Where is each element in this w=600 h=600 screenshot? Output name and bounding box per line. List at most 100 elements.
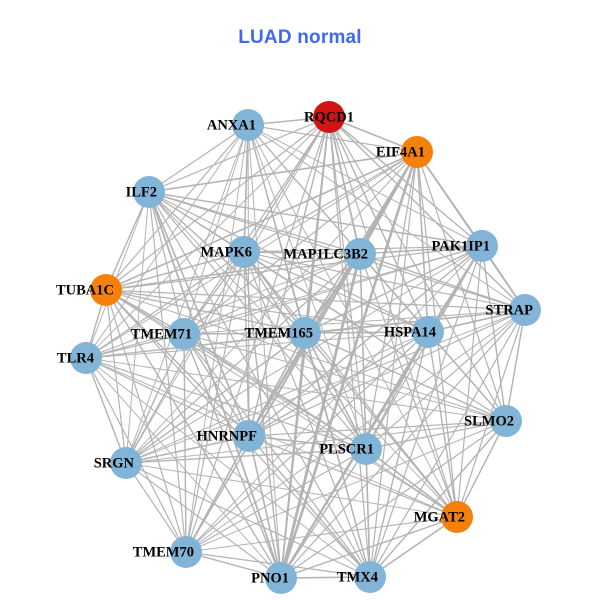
graph-edge	[243, 251, 361, 255]
graph-node-map1lc3b2[interactable]	[344, 238, 376, 270]
graph-edge	[243, 251, 371, 578]
graph-edge	[365, 309, 526, 450]
graph-edge	[105, 251, 245, 291]
graph-node-tmem165[interactable]	[289, 317, 321, 349]
graph-edge	[125, 420, 507, 464]
graph-edge	[125, 191, 150, 464]
graph-node-srgn[interactable]	[110, 447, 142, 479]
graph-edge	[85, 253, 361, 359]
graph-edge	[148, 124, 249, 193]
graph-edge	[125, 435, 250, 464]
graph-node-strap[interactable]	[509, 294, 541, 326]
graph-edge	[243, 251, 526, 311]
graph-edge	[148, 116, 330, 193]
graph-edge	[328, 116, 507, 422]
graph-edge	[280, 448, 367, 579]
graph-edge	[148, 191, 185, 335]
graph-node-tlr4[interactable]	[70, 342, 102, 374]
graph-edge	[105, 289, 526, 311]
graph-node-label-tmem70: TMEM70	[133, 544, 194, 560]
graph-edge	[125, 251, 245, 464]
graph-edge	[85, 357, 507, 422]
graph-edge	[243, 251, 250, 437]
graph-node-label-hspa14: HSPA14	[384, 324, 436, 340]
graph-node-label-plscr1: PLSCR1	[319, 441, 374, 457]
graph-edge	[369, 331, 429, 578]
graph-edge	[125, 116, 330, 464]
graph-node-slmo2[interactable]	[490, 405, 522, 437]
graph-edge	[85, 357, 458, 518]
graph-edge	[481, 245, 507, 422]
graph-edge	[248, 331, 429, 437]
graph-node-pak1ip1[interactable]	[466, 230, 498, 262]
graph-edge	[243, 151, 418, 253]
graph-edge	[183, 333, 367, 450]
graph-node-label-rqcd1: RQCD1	[304, 109, 354, 125]
graph-edge	[148, 191, 526, 311]
graph-edge	[365, 151, 418, 450]
graph-edge	[185, 116, 330, 553]
graph-node-label-tlr4: TLR4	[57, 350, 94, 366]
graph-node-label-tmem71: TMEM71	[131, 326, 192, 342]
graph-edge	[248, 309, 526, 437]
graph-edge	[247, 124, 483, 247]
graph-edge	[105, 289, 367, 450]
graph-edge	[247, 124, 418, 153]
graph-edge	[185, 124, 249, 553]
graph-edge	[369, 245, 483, 578]
graph-edge	[85, 357, 127, 464]
graph-edge	[456, 420, 507, 518]
graph-node-eif4a1[interactable]	[401, 136, 433, 168]
graph-edge	[125, 462, 371, 578]
graph-node-tmem71[interactable]	[168, 318, 200, 350]
graph-edge	[304, 245, 483, 334]
graph-edge	[243, 251, 367, 450]
graph-node-tuba1c[interactable]	[90, 274, 122, 306]
graph-edge	[248, 245, 483, 437]
graph-edge	[328, 116, 483, 247]
graph-node-rqcd1[interactable]	[313, 101, 345, 133]
graph-node-pno1[interactable]	[265, 562, 297, 594]
graph-edge	[125, 309, 526, 464]
graph-edge	[183, 151, 418, 335]
graph-edge	[369, 516, 458, 578]
graph-node-tmem70[interactable]	[170, 536, 202, 568]
graph-edge	[456, 309, 526, 518]
graph-edge	[183, 309, 526, 335]
graph-edge	[280, 420, 507, 579]
graph-edge	[304, 253, 361, 334]
graph-node-plscr1[interactable]	[350, 433, 382, 465]
graph-edge	[248, 420, 507, 437]
graph-edge	[105, 289, 306, 334]
graph-node-label-anxa1: ANXA1	[207, 117, 256, 133]
graph-edge	[304, 332, 507, 422]
graph-edge	[247, 124, 282, 579]
node-layer[interactable]	[70, 101, 541, 594]
graph-node-tmx4[interactable]	[354, 561, 386, 593]
graph-edge	[185, 551, 282, 579]
graph-edge	[105, 289, 187, 553]
graph-node-mgat2[interactable]	[441, 501, 473, 533]
graph-node-mapk6[interactable]	[228, 236, 260, 268]
graph-edge	[359, 253, 526, 311]
graph-edge	[505, 309, 526, 422]
graph-edge	[105, 289, 429, 333]
graph-edge	[365, 448, 371, 578]
graph-node-label-eif4a1: EIF4A1	[376, 144, 425, 160]
graph-edge	[183, 245, 483, 335]
graph-node-hnrnpf[interactable]	[233, 420, 265, 452]
graph-node-anxa1[interactable]	[232, 109, 264, 141]
graph-edge	[416, 151, 507, 422]
graph-edge	[328, 116, 361, 255]
graph-node-label-tmem165: TMEM165	[245, 325, 313, 341]
graph-node-label-tuba1c: TUBA1C	[56, 282, 114, 298]
graph-node-ilf2[interactable]	[133, 176, 165, 208]
graph-edge	[279, 252, 362, 580]
node-label-layer: ANXA1 RQCD1 EIF4A1 ILF2 PAK1IP1 MAPK6 MAP1LC3B…	[56, 109, 533, 586]
graph-edge	[125, 332, 306, 464]
graph-edge	[185, 516, 458, 553]
graph-node-label-strap: STRAP	[485, 302, 533, 318]
graph-edge	[416, 151, 429, 333]
graph-node-hspa14[interactable]	[412, 316, 444, 348]
